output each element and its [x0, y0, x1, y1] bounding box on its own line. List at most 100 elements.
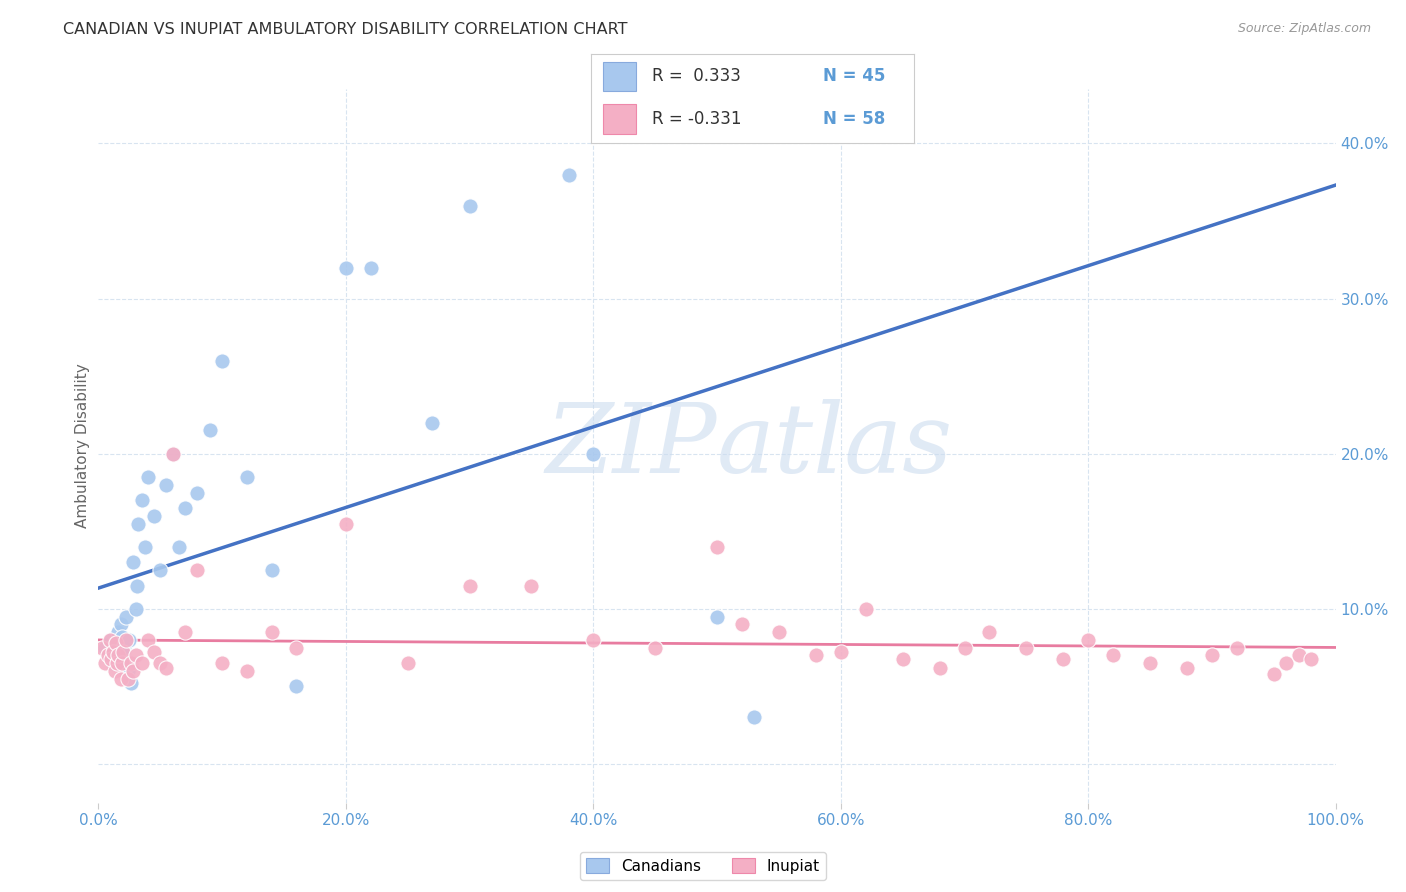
Point [134, 540, 156, 554]
Point [1175, 661, 1198, 675]
Point [520, 579, 543, 593]
Point [186, 485, 208, 500]
Point [107, 625, 129, 640]
Point [97, 648, 120, 663]
Point [335, 260, 357, 275]
Point [120, 676, 142, 690]
Point [114, 632, 136, 647]
Point [396, 656, 419, 670]
Point [458, 579, 481, 593]
Point [155, 477, 177, 491]
Point [136, 470, 159, 484]
Point [103, 664, 125, 678]
Point [742, 710, 765, 724]
Point [117, 664, 139, 678]
Text: R = -0.331: R = -0.331 [652, 110, 741, 128]
Point [1263, 667, 1285, 681]
Point [105, 645, 128, 659]
Point [162, 447, 184, 461]
Point [122, 555, 145, 569]
Point [98, 632, 121, 647]
Point [112, 645, 135, 659]
Point [928, 661, 950, 675]
Point [112, 648, 135, 663]
Point [1299, 651, 1322, 665]
Point [211, 656, 233, 670]
Point [127, 516, 149, 531]
Point [91, 640, 114, 655]
Point [104, 648, 127, 663]
Point [830, 645, 852, 659]
Point [112, 640, 135, 655]
Point [167, 540, 190, 554]
Point [143, 508, 166, 523]
Point [136, 632, 159, 647]
Point [103, 656, 125, 670]
Point [458, 198, 481, 212]
Point [114, 609, 136, 624]
Point [1052, 651, 1074, 665]
Point [110, 672, 132, 686]
Point [93, 656, 115, 670]
Point [1288, 648, 1310, 663]
Point [236, 664, 259, 678]
Point [582, 632, 605, 647]
Point [285, 640, 308, 655]
Point [1102, 648, 1125, 663]
Point [174, 625, 197, 640]
Point [117, 672, 139, 686]
Point [124, 648, 146, 663]
Point [110, 617, 132, 632]
Point [174, 501, 197, 516]
Point [236, 470, 259, 484]
Point [155, 661, 177, 675]
Point [644, 640, 666, 655]
Point [768, 625, 790, 640]
Point [360, 260, 382, 275]
Point [706, 540, 728, 554]
Point [97, 648, 120, 663]
Point [1139, 656, 1161, 670]
Point [953, 640, 976, 655]
Point [186, 563, 208, 577]
Point [143, 645, 166, 659]
Point [104, 636, 127, 650]
Text: CANADIAN VS INUPIAT AMBULATORY DISABILITY CORRELATION CHART: CANADIAN VS INUPIAT AMBULATORY DISABILIT… [63, 22, 627, 37]
Point [1275, 656, 1298, 670]
Point [979, 625, 1001, 640]
Point [149, 656, 172, 670]
Point [124, 602, 146, 616]
Point [198, 424, 221, 438]
FancyBboxPatch shape [603, 62, 636, 91]
Point [1226, 640, 1249, 655]
FancyBboxPatch shape [603, 104, 636, 134]
Point [557, 168, 579, 182]
Point [100, 632, 122, 647]
Point [891, 651, 914, 665]
Point [120, 656, 142, 670]
Point [93, 640, 115, 655]
Point [285, 680, 308, 694]
Point [1077, 632, 1099, 647]
Text: N = 58: N = 58 [824, 110, 886, 128]
Text: ZIP: ZIP [546, 399, 717, 493]
Point [100, 651, 122, 665]
Point [260, 563, 283, 577]
Point [260, 625, 283, 640]
Point [149, 563, 172, 577]
Point [211, 353, 233, 368]
Y-axis label: Ambulatory Disability: Ambulatory Disability [75, 364, 90, 528]
Point [162, 447, 184, 461]
Point [131, 656, 153, 670]
Point [112, 656, 135, 670]
Point [103, 636, 125, 650]
Point [122, 664, 145, 678]
Point [131, 493, 153, 508]
Text: Source: ZipAtlas.com: Source: ZipAtlas.com [1237, 22, 1371, 36]
Text: atlas: atlas [717, 399, 953, 493]
Text: N = 45: N = 45 [824, 67, 886, 86]
Point [1015, 640, 1038, 655]
Point [731, 617, 754, 632]
Point [582, 447, 605, 461]
Point [118, 632, 141, 647]
